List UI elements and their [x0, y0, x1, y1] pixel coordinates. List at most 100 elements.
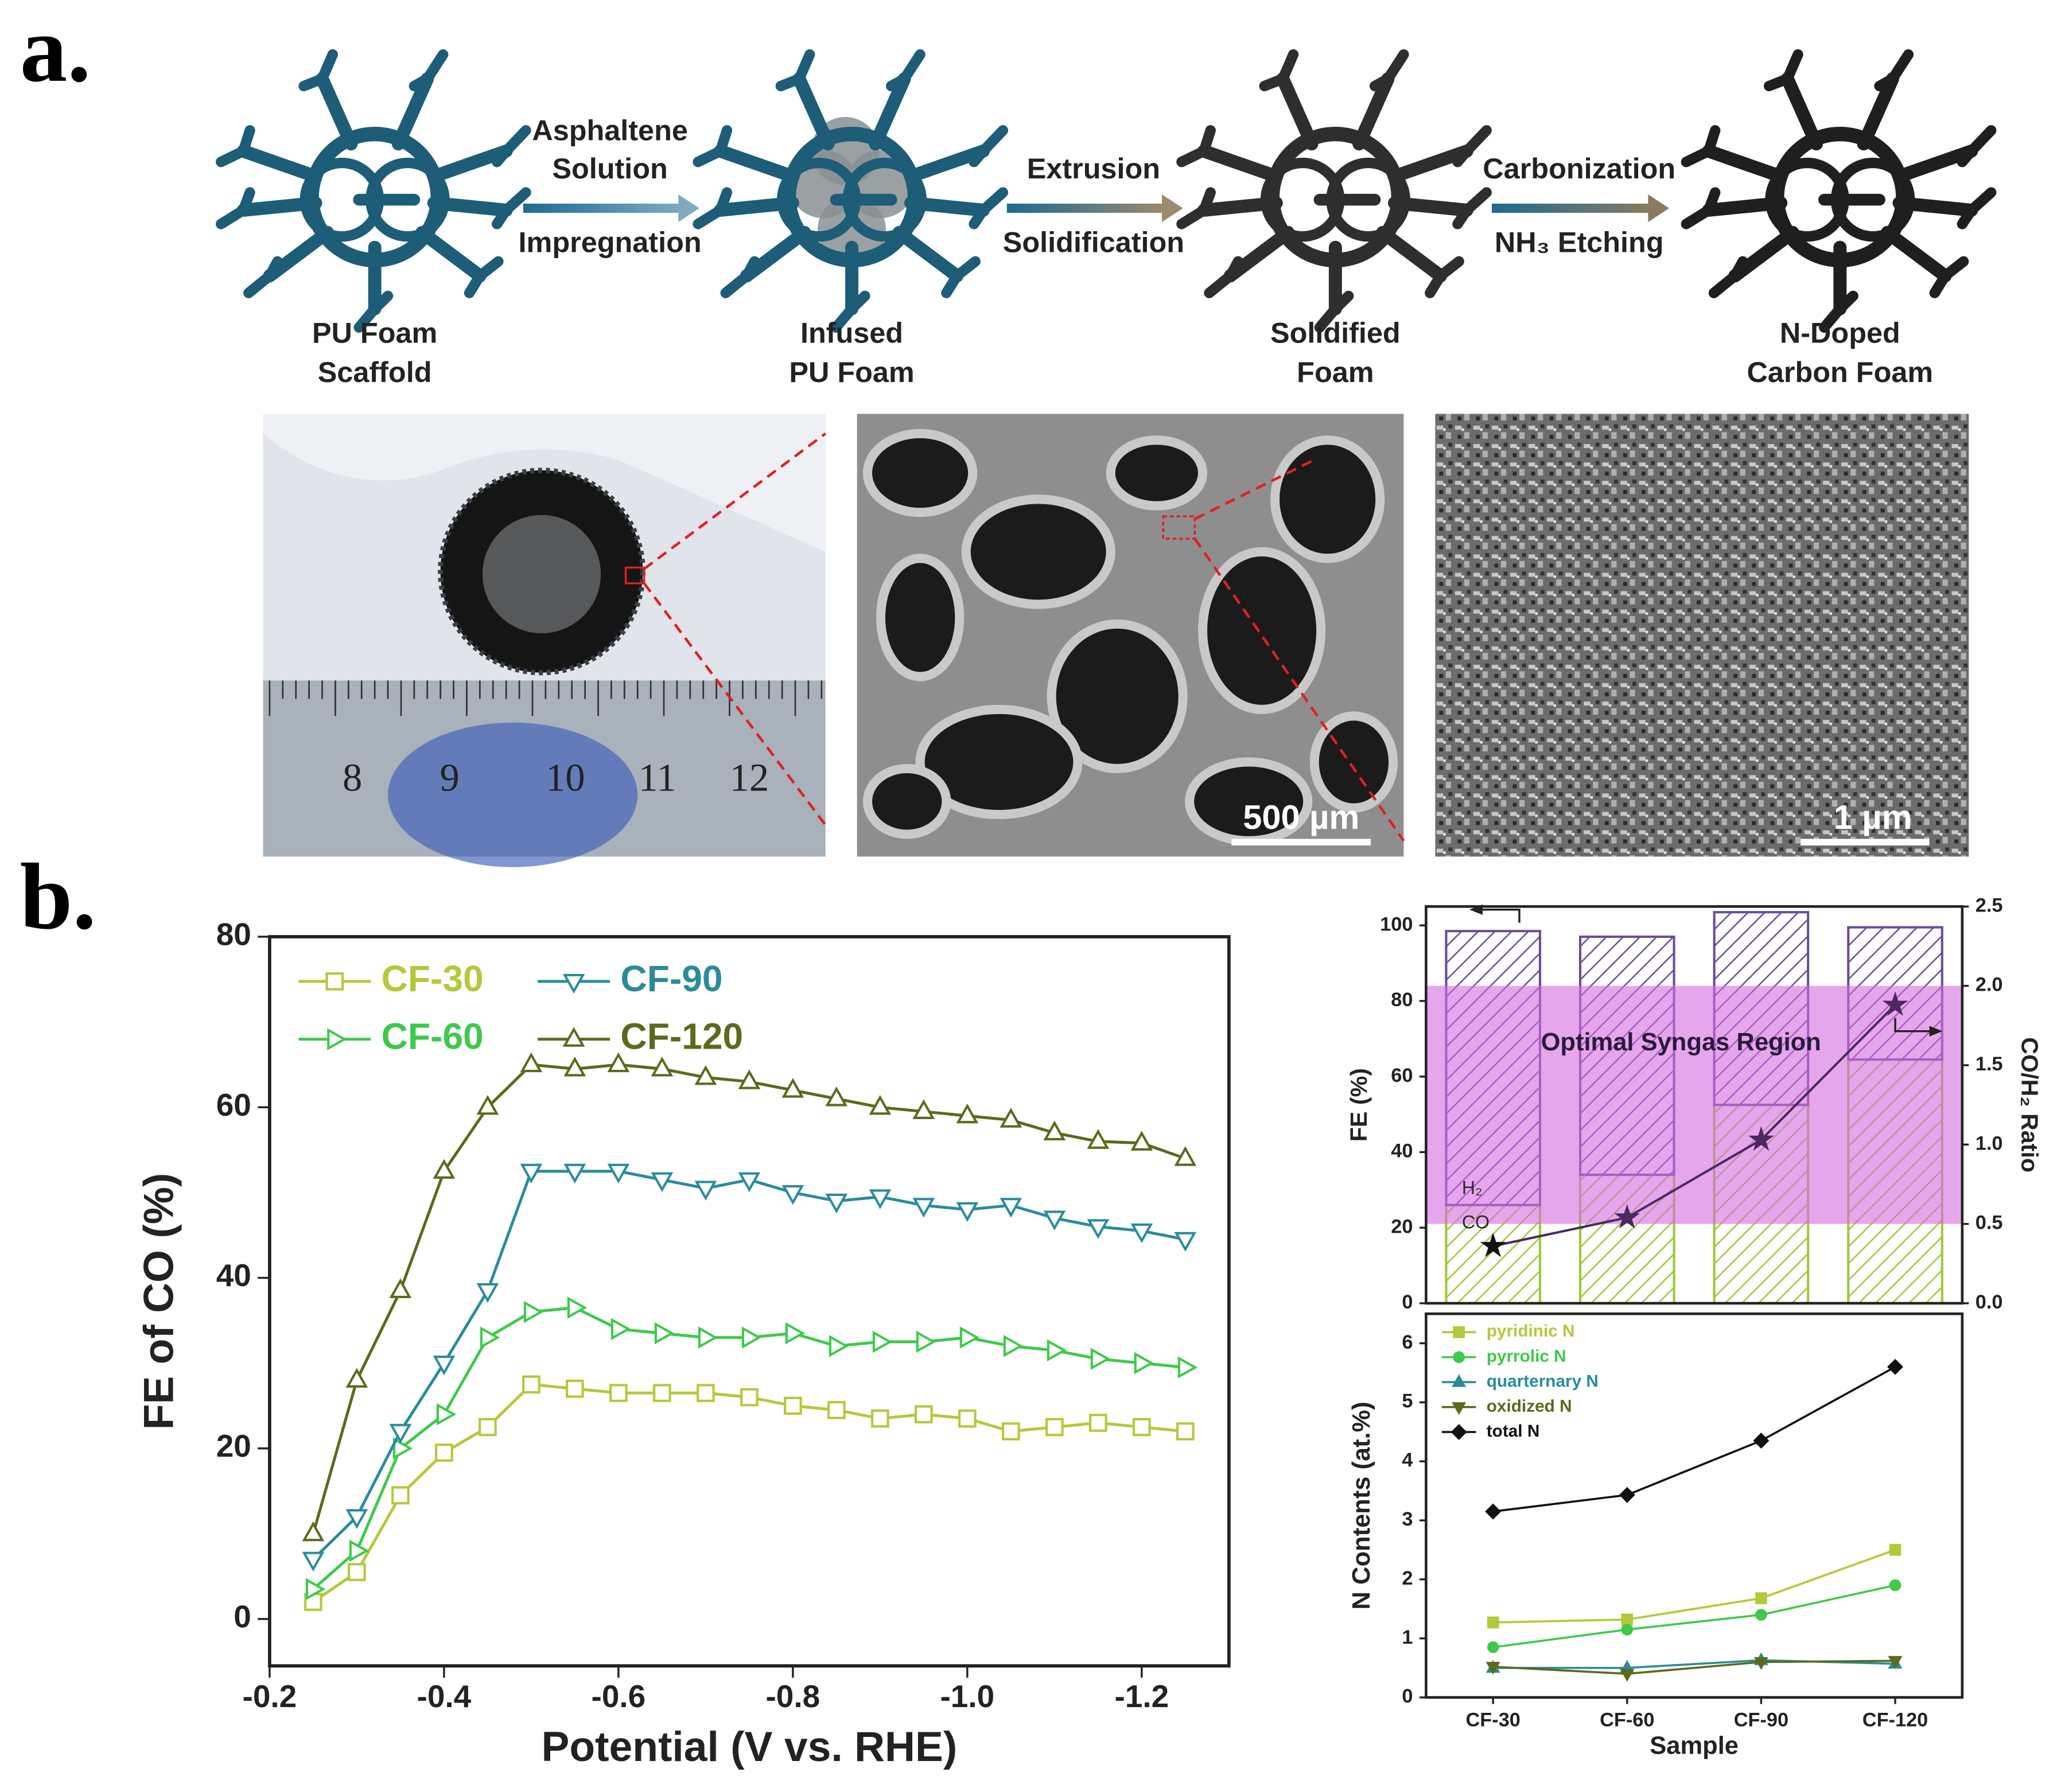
data-point — [1748, 1126, 1774, 1151]
data-point — [476, 1094, 499, 1115]
data-point — [1889, 1579, 1901, 1591]
y-axis-label: FE of CO (%) — [135, 1173, 182, 1430]
scale-bar-label: 500 µm — [1243, 798, 1359, 836]
foam-strut — [1204, 270, 1236, 298]
data-point — [345, 1509, 368, 1529]
data-point — [781, 1185, 804, 1205]
sem-pore — [862, 763, 951, 839]
data-point — [566, 1380, 584, 1398]
data-point — [959, 1326, 980, 1349]
legend-marker — [1452, 1402, 1467, 1415]
ruler-number: 8 — [343, 756, 362, 800]
series-label: H₂ — [1462, 1178, 1483, 1198]
data-point — [1614, 1203, 1640, 1229]
y-tick-label: 2 — [1402, 1567, 1413, 1589]
step-label: Extrusion — [1027, 152, 1160, 185]
foam-strut — [1702, 144, 1788, 183]
series-label: CO — [1462, 1211, 1490, 1232]
zoom-box — [1162, 515, 1196, 540]
foam-strut — [409, 73, 433, 92]
foam-strut — [1880, 225, 1952, 283]
data-point — [1621, 1623, 1634, 1636]
process-arrow — [1006, 204, 1165, 213]
foam-strut — [1176, 205, 1210, 229]
y-tick-label: 0 — [1402, 1291, 1413, 1313]
foam-strut — [714, 196, 799, 217]
foam-icon — [693, 49, 1009, 333]
process-arrow — [523, 204, 681, 213]
step-label: Asphaltene — [532, 114, 688, 147]
glove — [388, 722, 638, 867]
foam-strut — [969, 205, 989, 229]
sem-image — [1435, 414, 1969, 857]
foam-icon — [1176, 49, 1492, 333]
y2-tick-label: 0.0 — [1976, 1291, 2003, 1313]
y-tick-label: 20 — [216, 1428, 251, 1464]
data-point — [738, 1172, 761, 1193]
x-tick-label: -0.6 — [592, 1678, 646, 1714]
ruler-number: 10 — [546, 756, 585, 800]
foam-strut — [1702, 196, 1788, 217]
data-point — [1177, 1356, 1198, 1379]
legend-marker — [1453, 1351, 1465, 1364]
data-point — [1176, 1422, 1195, 1441]
y-tick-label: 100 — [1380, 913, 1413, 935]
sem-pore — [915, 704, 1083, 820]
data-point — [1130, 1223, 1153, 1244]
legend-marker — [327, 1028, 347, 1050]
foam-icon — [215, 49, 531, 333]
data-point — [1000, 1108, 1022, 1128]
y-axis-label: N Contents (at.%) — [1348, 1401, 1375, 1610]
data-point — [651, 1057, 674, 1077]
data-point — [1089, 1413, 1107, 1432]
data-point — [871, 1409, 889, 1428]
data-point — [563, 1163, 586, 1184]
data-point — [1133, 1418, 1151, 1436]
foam-strut — [904, 144, 990, 183]
foam-strut — [969, 146, 989, 167]
foam-strut — [1708, 270, 1740, 298]
data-point — [348, 1563, 366, 1581]
foam-strut — [720, 270, 752, 298]
foam-strut — [1957, 146, 1977, 167]
sem-pore — [862, 428, 978, 517]
data-point — [520, 1052, 543, 1073]
data-point — [1887, 1358, 1904, 1375]
legend-marker — [562, 1027, 585, 1047]
foam-strut — [1452, 146, 1472, 167]
y2-tick-label: 2.0 — [1976, 974, 2003, 996]
legend-marker — [325, 972, 344, 991]
foam-strut — [1892, 144, 1978, 183]
sem-pore — [1106, 435, 1208, 511]
x-tick-label: CF-90 — [1734, 1709, 1788, 1731]
stage-label: N-Doped — [1780, 316, 1900, 349]
zoom-line — [1193, 537, 1405, 842]
data-point — [479, 1418, 497, 1436]
foam-strut — [491, 205, 512, 229]
foam-strut — [415, 225, 487, 283]
foam-strut — [693, 146, 726, 167]
legend-label: CF-60 — [382, 1016, 484, 1057]
data-point — [1130, 1131, 1153, 1151]
data-point — [480, 1326, 500, 1349]
data-point — [1620, 1669, 1635, 1682]
data-point — [1753, 1657, 1768, 1670]
foam-strut — [427, 144, 513, 183]
data-point — [1888, 1655, 1903, 1669]
x-axis-label: Sample — [1650, 1732, 1739, 1760]
y2-tick-label: 0.5 — [1976, 1212, 2003, 1234]
foam-strut — [316, 72, 358, 151]
foam-strut — [427, 196, 513, 217]
y-tick-label: 40 — [216, 1257, 251, 1293]
data-point — [872, 1330, 893, 1353]
data-point — [610, 1318, 631, 1341]
y2-tick-label: 1.0 — [1976, 1132, 2003, 1154]
process-arrow-head — [1648, 194, 1670, 223]
foam-strut — [391, 72, 434, 151]
stage-label: PU Foam — [789, 356, 914, 388]
plot-frame — [1425, 1312, 1964, 1699]
data-point — [738, 1069, 761, 1089]
data-point — [654, 1322, 675, 1345]
foam-strut — [892, 225, 964, 283]
